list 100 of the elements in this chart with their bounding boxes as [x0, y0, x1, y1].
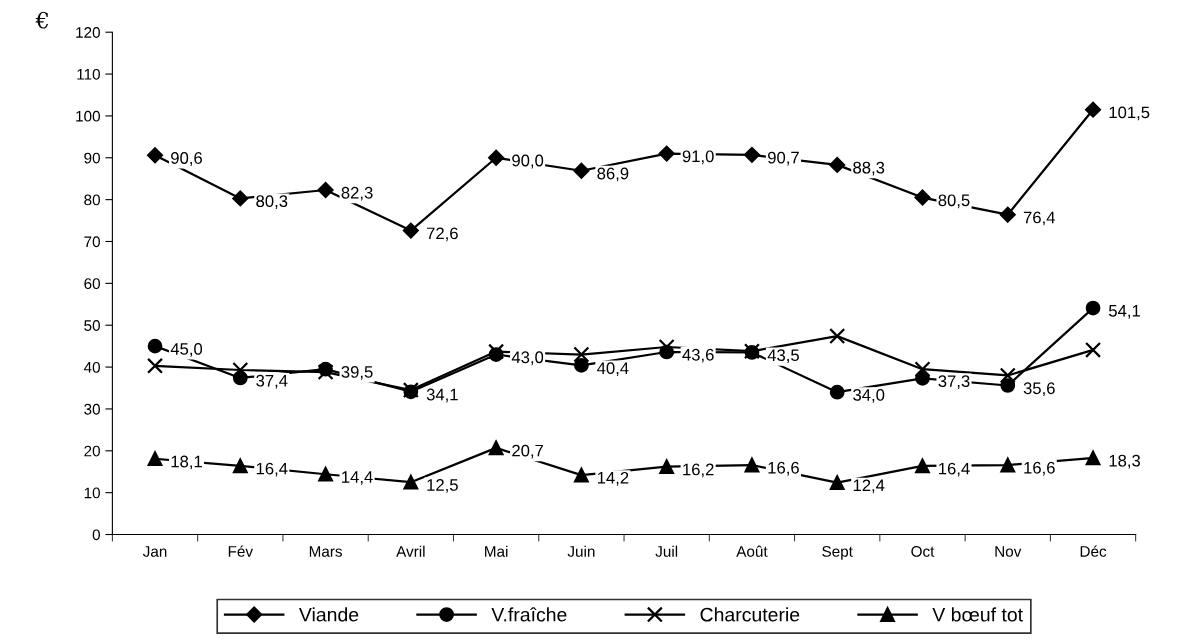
x-tick-label: Août: [736, 545, 768, 557]
data-label: 80,3: [256, 195, 288, 209]
point: [999, 206, 1016, 223]
data-label: 20,7: [512, 444, 543, 459]
point: [1000, 378, 1016, 393]
point: [658, 338, 675, 356]
point: [829, 328, 846, 345]
data-label: 16,6: [768, 461, 799, 476]
data-label: 88,3: [853, 161, 885, 176]
point: [574, 467, 589, 483]
data-label: 80,5: [938, 194, 970, 209]
data-label: 90,0: [512, 154, 544, 169]
data-label: 16,2: [683, 463, 714, 478]
point: [1085, 101, 1102, 118]
x-tick-label: Mai: [485, 545, 508, 557]
point: [574, 358, 589, 373]
data-label: 72,6: [426, 227, 458, 242]
point: [1084, 341, 1102, 358]
y-tick-label: 80: [84, 194, 100, 206]
y-axis-title: €: [35, 11, 48, 29]
y-tick-label: 90: [84, 152, 100, 164]
data-label: 40,4: [597, 362, 629, 377]
x-tick-label: Déc: [1080, 545, 1107, 557]
data-label: 90,6: [171, 152, 203, 166]
y-tick-label: 120: [76, 27, 100, 38]
point: [147, 338, 163, 354]
y-tick-label: 100: [76, 110, 100, 122]
point: [659, 459, 675, 475]
y-tick-label: 10: [84, 487, 100, 499]
y-tick-label: 110: [77, 68, 100, 80]
point: [402, 222, 419, 239]
point: [317, 364, 334, 381]
data-label: 16,6: [1024, 461, 1055, 476]
point: [1000, 457, 1016, 473]
point: [403, 474, 419, 490]
point: [318, 466, 333, 482]
point: [658, 145, 675, 162]
data-label: 16,4: [256, 462, 288, 477]
data-label: 14,2: [597, 471, 629, 486]
x-tick-label: Nov: [995, 546, 1022, 557]
x-tick-label: Sept: [822, 546, 853, 560]
y-tick-label: 30: [84, 403, 100, 415]
x-tick-label: Mars: [309, 546, 342, 557]
point: [829, 475, 845, 490]
data-label: 86,9: [597, 167, 629, 182]
data-label: 18,3: [1109, 454, 1141, 469]
point: [232, 190, 249, 207]
data-label: 101,5: [1109, 106, 1150, 121]
point: [1085, 300, 1101, 316]
point: [317, 182, 334, 198]
data-label: 43,5: [767, 349, 799, 364]
legend-label: V.fraîche: [491, 607, 567, 622]
y-tick-label: 70: [84, 236, 100, 248]
point: [829, 156, 846, 173]
data-label: 37,4: [256, 374, 288, 389]
point: [573, 346, 590, 363]
x-tick-label: Juil: [655, 545, 678, 557]
y-tick-label: 20: [84, 445, 100, 457]
point: [573, 162, 590, 179]
point: [743, 146, 760, 163]
y-tick-label: 60: [84, 278, 100, 290]
point: [147, 147, 164, 164]
point: [488, 149, 505, 166]
data-label: 18,1: [171, 455, 202, 470]
point: [744, 457, 760, 473]
data-label: 76,4: [1023, 211, 1055, 226]
point: [999, 367, 1016, 384]
data-label: 54,1: [1108, 305, 1140, 319]
data-label: 12,4: [853, 479, 885, 494]
data-label: 34,1: [426, 388, 458, 403]
x-tick-label: Jan: [142, 546, 167, 557]
y-tick-label: 50: [84, 320, 100, 331]
legend-label: Viande: [298, 607, 359, 622]
y-tick-label: 40: [83, 361, 100, 373]
data-label: 82,3: [341, 186, 373, 201]
point: [147, 451, 163, 467]
data-label: 43,0: [511, 351, 544, 366]
data-label: 45,0: [170, 342, 203, 357]
data-label: 34,0: [853, 389, 885, 403]
point: [914, 361, 931, 378]
point: [829, 384, 845, 400]
point: [1085, 450, 1101, 466]
point: [488, 440, 504, 456]
data-label: 35,6: [1023, 382, 1055, 397]
point: [232, 458, 248, 474]
y-tick-label: 0: [92, 529, 100, 541]
data-label: 12,5: [427, 479, 458, 493]
data-label: 14,4: [342, 471, 373, 485]
legend-label: Charcuterie: [700, 607, 800, 622]
point: [146, 357, 164, 374]
point: [488, 343, 505, 360]
point: [914, 189, 931, 206]
x-tick-label: Fév: [228, 545, 253, 557]
data-label: 90,7: [768, 151, 799, 166]
data-label: 91,0: [682, 150, 714, 165]
x-tick-label: Avril: [396, 545, 425, 557]
data-label: 37,3: [938, 375, 970, 389]
legend-label: V bœuf tot: [932, 607, 1023, 622]
point: [915, 458, 930, 474]
data-label: 16,4: [939, 462, 970, 477]
